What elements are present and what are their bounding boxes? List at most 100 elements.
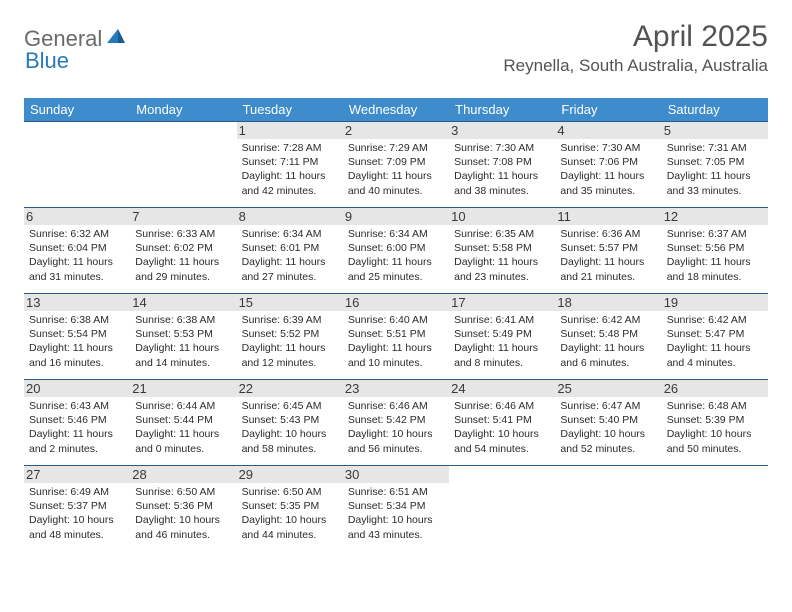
- day-details: Sunrise: 6:38 AMSunset: 5:53 PMDaylight:…: [135, 313, 231, 370]
- day-details: Sunrise: 6:43 AMSunset: 5:46 PMDaylight:…: [29, 399, 125, 456]
- day-number: 25: [555, 380, 661, 397]
- day-details: Sunrise: 6:42 AMSunset: 5:48 PMDaylight:…: [560, 313, 656, 370]
- calendar-cell: 12 Sunrise: 6:37 AMSunset: 5:56 PMDayligh…: [662, 208, 768, 294]
- day-number: 10: [449, 208, 555, 225]
- day-details: Sunrise: 6:32 AMSunset: 6:04 PMDaylight:…: [29, 227, 125, 284]
- day-details: Sunrise: 6:49 AMSunset: 5:37 PMDaylight:…: [29, 485, 125, 542]
- day-number: 9: [343, 208, 449, 225]
- calendar-row: 13 Sunrise: 6:38 AMSunset: 5:54 PMDayligh…: [24, 294, 768, 380]
- weekday-header-row: Sunday Monday Tuesday Wednesday Thursday…: [24, 98, 768, 122]
- calendar-row: 6 Sunrise: 6:32 AMSunset: 6:04 PMDaylight…: [24, 208, 768, 294]
- calendar-cell: 4Sunrise: 7:30 AMSunset: 7:06 PMDaylight…: [555, 122, 661, 208]
- weekday-header: Wednesday: [343, 98, 449, 122]
- day-number: 20: [24, 380, 130, 397]
- calendar-cell: 17Sunrise: 6:41 AMSunset: 5:49 PMDayligh…: [449, 294, 555, 380]
- day-number: 2: [343, 122, 449, 139]
- calendar-cell: 20 Sunrise: 6:43 AMSunset: 5:46 PMDayligh…: [24, 380, 130, 466]
- day-number: 7: [130, 208, 236, 225]
- day-details: Sunrise: 6:44 AMSunset: 5:44 PMDaylight:…: [135, 399, 231, 456]
- month-title: April 2025: [503, 20, 768, 54]
- day-details: Sunrise: 6:34 AMSunset: 6:01 PMDaylight:…: [242, 227, 338, 284]
- day-number: 26: [662, 380, 768, 397]
- calendar-cell: 8 Sunrise: 6:34 AMSunset: 6:01 PMDaylight…: [237, 208, 343, 294]
- calendar-cell: [449, 466, 555, 552]
- calendar-cell: 23 Sunrise: 6:46 AMSunset: 5:42 PMDayligh…: [343, 380, 449, 466]
- calendar-cell: 25 Sunrise: 6:47 AMSunset: 5:40 PMDayligh…: [555, 380, 661, 466]
- weekday-header: Friday: [555, 98, 661, 122]
- calendar-cell: 28Sunrise: 6:50 AMSunset: 5:36 PMDayligh…: [130, 466, 236, 552]
- calendar-cell: 1 Sunrise: 7:28 AMSunset: 7:11 PMDaylight…: [237, 122, 343, 208]
- calendar-row: 1 Sunrise: 7:28 AMSunset: 7:11 PMDaylight…: [24, 122, 768, 208]
- calendar-cell: 7 Sunrise: 6:33 AMSunset: 6:02 PMDaylight…: [130, 208, 236, 294]
- day-number: 22: [237, 380, 343, 397]
- day-number: 6: [24, 208, 130, 225]
- calendar-cell: 6 Sunrise: 6:32 AMSunset: 6:04 PMDaylight…: [24, 208, 130, 294]
- day-details: Sunrise: 6:33 AMSunset: 6:02 PMDaylight:…: [135, 227, 231, 284]
- day-details: Sunrise: 6:50 AMSunset: 5:35 PMDaylight:…: [242, 485, 338, 542]
- day-details: Sunrise: 6:46 AMSunset: 5:41 PMDaylight:…: [454, 399, 550, 456]
- logo-triangle-icon: [107, 29, 125, 48]
- calendar-cell: 26 Sunrise: 6:48 AMSunset: 5:39 PMDayligh…: [662, 380, 768, 466]
- calendar-cell: 18 Sunrise: 6:42 AMSunset: 5:48 PMDayligh…: [555, 294, 661, 380]
- day-details: Sunrise: 7:29 AMSunset: 7:09 PMDaylight:…: [348, 141, 444, 198]
- weekday-header: Saturday: [662, 98, 768, 122]
- day-number: 23: [343, 380, 449, 397]
- weekday-header: Sunday: [24, 98, 130, 122]
- calendar-cell: 15 Sunrise: 6:39 AMSunset: 5:52 PMDayligh…: [237, 294, 343, 380]
- day-details: Sunrise: 6:39 AMSunset: 5:52 PMDaylight:…: [242, 313, 338, 370]
- calendar-cell: [130, 122, 236, 208]
- day-details: Sunrise: 6:47 AMSunset: 5:40 PMDaylight:…: [560, 399, 656, 456]
- day-number: 3: [449, 122, 555, 139]
- calendar-row: 27Sunrise: 6:49 AMSunset: 5:37 PMDayligh…: [24, 466, 768, 552]
- day-number: 15: [237, 294, 343, 311]
- calendar-cell: [662, 466, 768, 552]
- calendar-cell: 10Sunrise: 6:35 AMSunset: 5:58 PMDayligh…: [449, 208, 555, 294]
- calendar-body: 1 Sunrise: 7:28 AMSunset: 7:11 PMDaylight…: [24, 122, 768, 552]
- day-details: Sunrise: 6:48 AMSunset: 5:39 PMDaylight:…: [667, 399, 763, 456]
- day-number: 1: [237, 122, 343, 139]
- title-block: April 2025 Reynella, South Australia, Au…: [503, 20, 768, 76]
- day-number: 30: [343, 466, 449, 483]
- calendar-cell: 16Sunrise: 6:40 AMSunset: 5:51 PMDayligh…: [343, 294, 449, 380]
- day-details: Sunrise: 7:30 AMSunset: 7:06 PMDaylight:…: [560, 141, 656, 198]
- location-text: Reynella, South Australia, Australia: [503, 56, 768, 76]
- calendar-cell: 24Sunrise: 6:46 AMSunset: 5:41 PMDayligh…: [449, 380, 555, 466]
- day-details: Sunrise: 6:38 AMSunset: 5:54 PMDaylight:…: [29, 313, 125, 370]
- calendar-cell: [24, 122, 130, 208]
- day-number: 12: [662, 208, 768, 225]
- calendar-cell: 13 Sunrise: 6:38 AMSunset: 5:54 PMDayligh…: [24, 294, 130, 380]
- day-number: 13: [24, 294, 130, 311]
- calendar-cell: 9 Sunrise: 6:34 AMSunset: 6:00 PMDaylight…: [343, 208, 449, 294]
- day-number: 29: [237, 466, 343, 483]
- calendar-cell: 30Sunrise: 6:51 AMSunset: 5:34 PMDayligh…: [343, 466, 449, 552]
- day-details: Sunrise: 7:31 AMSunset: 7:05 PMDaylight:…: [667, 141, 763, 198]
- calendar-cell: [555, 466, 661, 552]
- day-number: 8: [237, 208, 343, 225]
- calendar-row: 20 Sunrise: 6:43 AMSunset: 5:46 PMDayligh…: [24, 380, 768, 466]
- header: General April 2025 Reynella, South Austr…: [24, 20, 768, 76]
- logo-text-blue: Blue: [25, 48, 69, 73]
- calendar-table: Sunday Monday Tuesday Wednesday Thursday…: [24, 98, 768, 552]
- day-number: 14: [130, 294, 236, 311]
- day-number: 16: [343, 294, 449, 311]
- day-details: Sunrise: 6:36 AMSunset: 5:57 PMDaylight:…: [560, 227, 656, 284]
- day-number: 5: [662, 122, 768, 139]
- calendar-cell: 21 Sunrise: 6:44 AMSunset: 5:44 PMDayligh…: [130, 380, 236, 466]
- calendar-cell: 11Sunrise: 6:36 AMSunset: 5:57 PMDayligh…: [555, 208, 661, 294]
- day-details: Sunrise: 6:34 AMSunset: 6:00 PMDaylight:…: [348, 227, 444, 284]
- calendar-cell: 5 Sunrise: 7:31 AMSunset: 7:05 PMDaylight…: [662, 122, 768, 208]
- day-number: 17: [449, 294, 555, 311]
- day-number: 21: [130, 380, 236, 397]
- day-number: 19: [662, 294, 768, 311]
- day-details: Sunrise: 6:46 AMSunset: 5:42 PMDaylight:…: [348, 399, 444, 456]
- day-details: Sunrise: 6:37 AMSunset: 5:56 PMDaylight:…: [667, 227, 763, 284]
- weekday-header: Thursday: [449, 98, 555, 122]
- day-details: Sunrise: 7:30 AMSunset: 7:08 PMDaylight:…: [454, 141, 550, 198]
- day-number: 18: [555, 294, 661, 311]
- day-details: Sunrise: 6:42 AMSunset: 5:47 PMDaylight:…: [667, 313, 763, 370]
- day-details: Sunrise: 6:45 AMSunset: 5:43 PMDaylight:…: [242, 399, 338, 456]
- day-details: Sunrise: 7:28 AMSunset: 7:11 PMDaylight:…: [242, 141, 338, 198]
- logo-line2: Blue: [24, 48, 69, 74]
- calendar-cell: 29 Sunrise: 6:50 AMSunset: 5:35 PMDayligh…: [237, 466, 343, 552]
- calendar-cell: 3 Sunrise: 7:30 AMSunset: 7:08 PMDaylight…: [449, 122, 555, 208]
